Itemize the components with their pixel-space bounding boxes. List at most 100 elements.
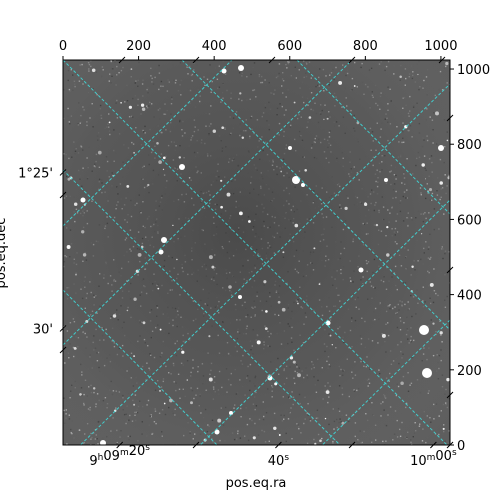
star bbox=[319, 439, 322, 443]
star bbox=[220, 205, 223, 209]
ra-tick bbox=[430, 441, 437, 449]
star bbox=[280, 170, 283, 173]
star bbox=[304, 169, 307, 172]
world-edge-tick bbox=[348, 56, 356, 64]
world-edge-tick bbox=[446, 391, 454, 399]
grid-line bbox=[296, 60, 450, 215]
star bbox=[130, 68, 133, 70]
star bbox=[292, 360, 296, 364]
star bbox=[446, 139, 449, 142]
star bbox=[220, 179, 223, 182]
star bbox=[308, 116, 312, 119]
right-tick-label: 800 bbox=[457, 138, 482, 153]
star bbox=[79, 393, 82, 396]
star bbox=[156, 141, 159, 145]
star bbox=[399, 75, 402, 78]
star bbox=[375, 223, 379, 227]
star bbox=[313, 247, 316, 250]
star bbox=[386, 253, 390, 257]
star bbox=[162, 168, 165, 171]
star bbox=[325, 320, 331, 326]
grid-line bbox=[181, 60, 450, 331]
star bbox=[264, 327, 268, 330]
ra-tick-label: 9h09m20s bbox=[89, 443, 150, 469]
world-edge-tick bbox=[118, 56, 126, 64]
star bbox=[447, 176, 450, 180]
star bbox=[386, 226, 389, 229]
star bbox=[128, 105, 133, 109]
x-axis-label: pos.eq.ra bbox=[226, 476, 287, 491]
star bbox=[428, 188, 433, 192]
star bbox=[341, 421, 345, 425]
star bbox=[181, 350, 185, 354]
star bbox=[338, 80, 343, 85]
star bbox=[422, 368, 432, 378]
star bbox=[432, 322, 435, 325]
star bbox=[179, 164, 185, 170]
star bbox=[325, 390, 330, 394]
star bbox=[278, 314, 280, 316]
star bbox=[163, 402, 166, 405]
star bbox=[411, 265, 414, 269]
star bbox=[297, 302, 299, 305]
star bbox=[326, 117, 329, 120]
grid-line bbox=[63, 289, 218, 445]
grid-line bbox=[63, 169, 341, 445]
star bbox=[158, 249, 164, 255]
star bbox=[384, 178, 388, 182]
grid-line bbox=[63, 60, 353, 346]
star bbox=[80, 197, 86, 203]
star bbox=[208, 377, 213, 382]
star bbox=[73, 202, 78, 206]
star bbox=[178, 156, 182, 159]
star bbox=[217, 418, 222, 423]
star bbox=[169, 398, 173, 403]
world-edge-tick bbox=[446, 266, 454, 274]
star bbox=[133, 297, 137, 301]
star bbox=[208, 255, 213, 260]
star bbox=[238, 65, 244, 71]
star bbox=[292, 176, 300, 184]
world-edge-tick bbox=[59, 191, 67, 199]
star bbox=[288, 146, 292, 150]
dec-tick bbox=[59, 169, 67, 176]
star bbox=[133, 355, 136, 357]
star bbox=[274, 382, 278, 386]
star bbox=[157, 287, 160, 290]
star bbox=[120, 101, 122, 104]
star bbox=[133, 151, 136, 154]
star bbox=[323, 118, 325, 121]
star bbox=[297, 373, 301, 378]
star bbox=[419, 325, 429, 335]
pixel-axes: 0 200 400 600 800 1000 0 200 400 600 800 1000 bbox=[59, 39, 490, 454]
star bbox=[435, 111, 439, 116]
star bbox=[442, 427, 445, 430]
star bbox=[226, 192, 231, 197]
star bbox=[432, 354, 435, 357]
star bbox=[238, 295, 242, 299]
star bbox=[340, 269, 342, 271]
star bbox=[421, 163, 425, 167]
star bbox=[126, 185, 130, 188]
star bbox=[282, 251, 285, 254]
star bbox=[286, 67, 288, 69]
star bbox=[208, 335, 211, 338]
star bbox=[221, 68, 227, 74]
star bbox=[186, 379, 189, 381]
star bbox=[420, 233, 423, 235]
star bbox=[100, 440, 106, 445]
top-tick-label: 0 bbox=[59, 39, 67, 54]
star bbox=[241, 136, 245, 139]
star bbox=[239, 92, 242, 95]
star bbox=[137, 252, 142, 257]
star bbox=[273, 426, 277, 431]
star bbox=[417, 73, 419, 76]
world-edge-tick bbox=[59, 346, 67, 354]
star bbox=[221, 126, 225, 130]
world-edge-tick bbox=[192, 441, 200, 449]
world-edge-tick bbox=[446, 441, 454, 449]
star bbox=[211, 265, 215, 269]
star bbox=[140, 103, 145, 107]
image-stars bbox=[63, 60, 450, 445]
